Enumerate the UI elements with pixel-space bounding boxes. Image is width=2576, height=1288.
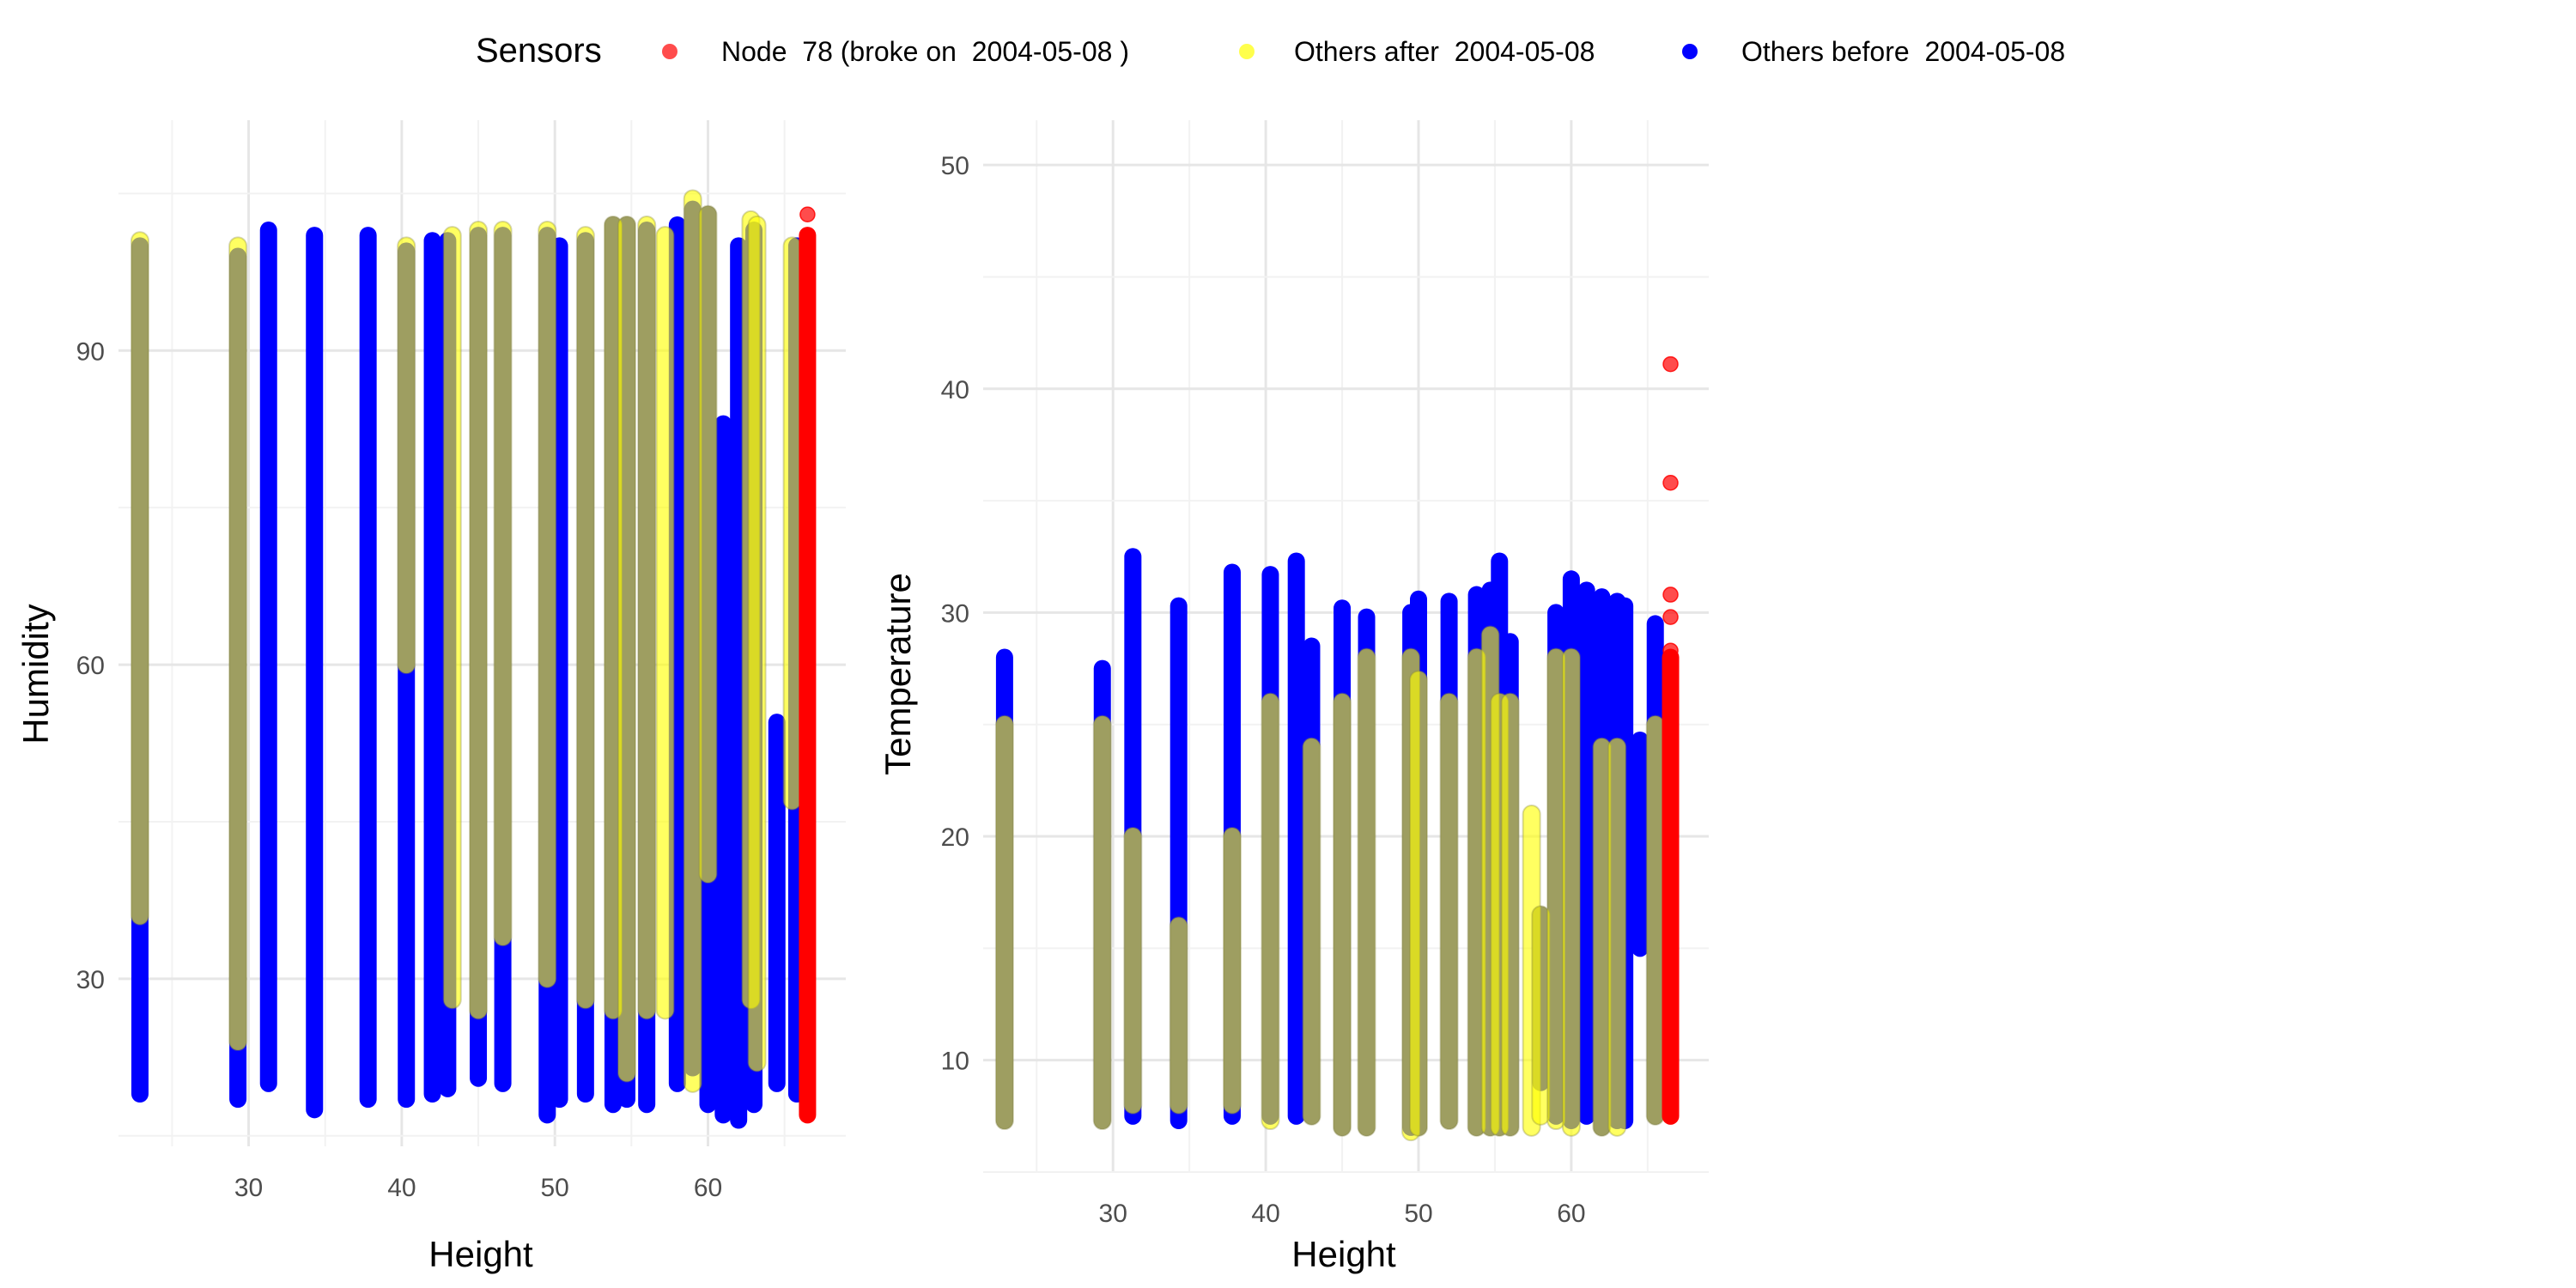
point-column-before <box>1631 731 1649 957</box>
point-column-after <box>637 215 657 1020</box>
point-column-after <box>1302 737 1321 1126</box>
point-column-after <box>538 221 557 988</box>
point-column-after <box>1333 692 1352 1137</box>
x-tick-label: 30 <box>234 1174 263 1202</box>
point-node78 <box>799 1107 816 1123</box>
x-tick-label: 30 <box>1099 1200 1127 1228</box>
point-column-after <box>747 215 767 1072</box>
point-node78 <box>1662 586 1679 603</box>
humidity-tick-labels: 30 40 50 60 30 60 90 <box>76 337 723 1202</box>
x-tick-label: 40 <box>387 1174 416 1202</box>
point-column-before <box>1577 581 1595 1125</box>
legend-label-after: Others after 2004-05-08 <box>1294 36 1595 67</box>
temperature-marks <box>994 355 1680 1142</box>
point-node78 <box>1662 474 1679 491</box>
point-node78 <box>1662 642 1679 659</box>
y-tick-label: 50 <box>941 152 969 180</box>
humidity-marks <box>130 189 817 1129</box>
x-tick-label: 50 <box>1404 1200 1432 1228</box>
point-node78 <box>1662 355 1679 373</box>
legend-key-after <box>1239 44 1255 59</box>
legend-key-node78 <box>662 44 677 59</box>
humidity-y-axis-label: Humidity <box>15 604 56 744</box>
point-column-after <box>469 221 489 1020</box>
x-tick-label: 60 <box>694 1174 722 1202</box>
point-column-after <box>493 221 513 947</box>
point-column-after <box>994 714 1014 1131</box>
point-column-before <box>259 222 277 1092</box>
point-column-before <box>768 714 786 1092</box>
point-column-before <box>1287 552 1305 1125</box>
temperature-tick-labels: 30 40 50 60 10 20 30 40 50 <box>941 152 1586 1228</box>
humidity-x-axis-label: Height <box>428 1234 533 1274</box>
series-after <box>130 189 802 1093</box>
x-tick-label: 60 <box>1557 1200 1585 1228</box>
point-column-after <box>1561 647 1581 1137</box>
point-node78 <box>1662 609 1679 625</box>
point-column-after <box>228 236 248 1052</box>
point-column-after <box>1169 916 1188 1115</box>
x-tick-label: 50 <box>541 1174 569 1202</box>
point-column-after <box>1607 737 1627 1137</box>
point-column-after <box>130 231 149 926</box>
temperature-panel: 30 40 50 60 10 20 30 40 50 Height Temperature <box>878 120 1709 1274</box>
point-column-after <box>1123 827 1143 1115</box>
y-tick-label: 90 <box>76 337 105 366</box>
legend: Sensors Node 78 (broke on 2004-05-08 ) O… <box>476 32 2065 70</box>
series-node78 <box>1662 355 1680 1125</box>
series-node78 <box>799 206 817 1124</box>
legend-label-before: Others before 2004-05-08 <box>1741 36 2065 67</box>
y-tick-label: 30 <box>76 966 105 994</box>
x-tick-label: 40 <box>1251 1200 1279 1228</box>
point-column-after <box>655 226 675 1020</box>
point-column-node78 <box>1662 648 1680 1125</box>
temperature-x-axis-label: Height <box>1291 1234 1396 1274</box>
point-column-after <box>1092 714 1112 1131</box>
point-column-after <box>1645 714 1665 1126</box>
point-column-after <box>397 236 416 675</box>
legend-label-node78: Node 78 (broke on 2004-05-08 ) <box>721 36 1129 67</box>
point-column-after <box>1222 827 1242 1115</box>
point-column-after <box>782 236 802 811</box>
point-node78 <box>799 206 816 222</box>
point-column-after <box>617 215 637 1083</box>
point-column-after <box>1357 647 1376 1137</box>
point-column-after <box>1500 692 1520 1137</box>
point-column-before <box>306 227 324 1119</box>
y-tick-label: 20 <box>941 823 969 852</box>
point-column-after <box>1261 692 1280 1131</box>
y-tick-label: 40 <box>941 376 969 404</box>
point-column-after <box>442 226 462 1010</box>
series-after <box>994 625 1665 1142</box>
humidity-panel: 30 40 50 60 30 60 90 Height Humidity <box>15 120 846 1274</box>
point-column-before <box>359 227 377 1109</box>
point-column-after <box>1439 692 1459 1131</box>
point-column-node78 <box>799 227 817 1124</box>
point-column-after <box>575 226 595 1010</box>
point-column-before <box>423 232 441 1103</box>
y-tick-label: 10 <box>941 1048 969 1076</box>
legend-title: Sensors <box>476 32 602 70</box>
point-column-before <box>714 415 732 1124</box>
legend-key-before <box>1682 44 1698 59</box>
y-tick-label: 30 <box>941 599 969 628</box>
point-column-after <box>1409 670 1428 1137</box>
y-tick-label: 60 <box>76 652 105 680</box>
point-column-after <box>698 204 718 884</box>
temperature-y-axis-label: Temperature <box>878 573 918 775</box>
